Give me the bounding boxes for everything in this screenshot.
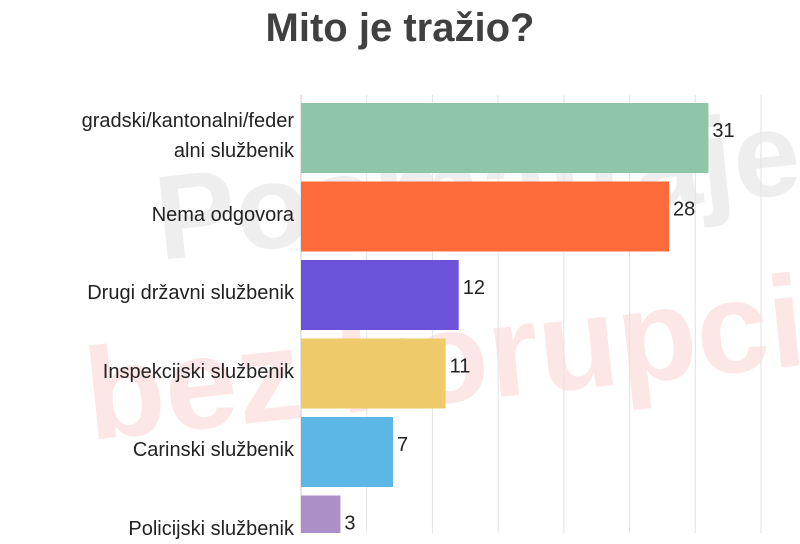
value-label: 11 bbox=[450, 356, 471, 378]
category-label-line: Carinski službenik bbox=[132, 439, 294, 461]
value-labels: 31 28 12 11 7 3 bbox=[344, 120, 734, 533]
bar bbox=[301, 417, 393, 487]
value-label: 28 bbox=[673, 199, 695, 221]
value-label: 31 bbox=[712, 120, 734, 142]
category-label: Inspekcijski službenik bbox=[24, 357, 294, 387]
chart-title: Mito je tražio? bbox=[265, 6, 535, 50]
category-label-line: alni službenik bbox=[173, 140, 294, 162]
category-label: Nema odgovora bbox=[24, 200, 294, 230]
bar bbox=[301, 338, 446, 409]
category-label-line: Nema odgovora bbox=[151, 203, 294, 226]
bar bbox=[301, 260, 459, 330]
category-label-line: Inspekcijski službenik bbox=[102, 360, 294, 383]
value-label: 7 bbox=[397, 434, 408, 456]
category-label-line: Policijski službenik bbox=[128, 517, 294, 540]
category-label: Carinski službenik bbox=[24, 435, 294, 465]
value-label: 12 bbox=[463, 277, 485, 299]
bars bbox=[301, 103, 709, 533]
value-label: 3 bbox=[344, 513, 355, 534]
category-label: gradski/kantonalni/feder alni službenik bbox=[24, 106, 294, 166]
category-label-line: Drugi državni službenik bbox=[87, 282, 294, 304]
category-label: Drugi državni službenik bbox=[24, 278, 294, 308]
bar bbox=[301, 495, 341, 533]
bar bbox=[301, 103, 709, 173]
bar bbox=[301, 181, 669, 252]
category-label: Policijski službenik bbox=[24, 514, 294, 544]
category-label-line: gradski/kantonalni/feder bbox=[81, 110, 294, 132]
